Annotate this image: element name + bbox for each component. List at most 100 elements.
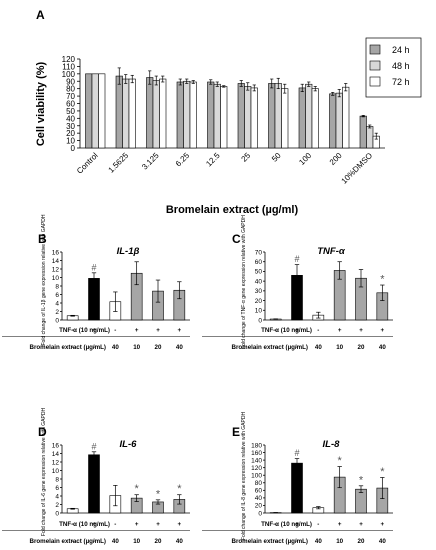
tick-label-y-c-7: 70 — [255, 249, 263, 256]
tnf-row-value-c-5: + — [381, 327, 385, 334]
legend-label-a-1: 48 h — [392, 61, 410, 71]
bromelain-row-value-b-1: - — [93, 344, 95, 351]
tick-label-y-b-1: 2 — [55, 309, 59, 316]
significance-marker-e-3: * — [338, 455, 343, 467]
bar-d-1 — [88, 454, 100, 514]
bar-a-1-4 — [213, 83, 221, 149]
tick-label-y-b-0: 0 — [55, 317, 59, 324]
tick-label-y-b-5: 10 — [52, 275, 60, 282]
bar-a-2-3 — [189, 81, 197, 149]
chart-title-b: IL-1β — [117, 246, 140, 257]
tick-label-y-c-2: 20 — [255, 298, 263, 305]
bar-a-0-1 — [115, 75, 123, 149]
tick-label-y-d-5: 10 — [52, 468, 60, 475]
tick-label-x-a-7: 100 — [297, 151, 313, 167]
axis-title-y-a: Cell viability (%) — [35, 61, 47, 146]
bar-a-1-5 — [244, 86, 252, 149]
bromelain-row-label-c: Bromelain extract (µg/mL) — [232, 344, 308, 351]
bromelain-row-label-e: Bromelain extract (µg/mL) — [232, 538, 308, 545]
tnf-row-value-d-0: - — [72, 521, 74, 528]
bromelain-row-value-c-1: - — [296, 344, 298, 351]
tnf-row-value-e-5: + — [381, 521, 385, 528]
tick-label-y-e-2: 40 — [255, 495, 263, 502]
tick-label-y-e-3: 60 — [255, 488, 263, 495]
tick-label-y-a-1: 10 — [66, 137, 75, 146]
tick-label-y-b-8: 16 — [52, 249, 60, 256]
bromelain-row-value-d-0: - — [72, 538, 74, 545]
bar-a-0-9 — [359, 115, 367, 149]
panel-label-b: B — [38, 232, 47, 246]
bar-a-1-8 — [335, 92, 343, 149]
tnf-row-value-b-3: + — [135, 327, 139, 334]
tnf-row-label-c: TNF-α (10 ng/mL) — [261, 327, 312, 334]
tick-label-y-b-7: 14 — [52, 258, 60, 265]
tick-label-y-d-8: 16 — [52, 442, 60, 449]
bar-a-2-4 — [220, 86, 228, 149]
bar-a-1-9 — [366, 126, 374, 149]
tick-label-y-d-7: 14 — [52, 451, 60, 458]
bar-e-1 — [291, 462, 303, 514]
bar-a-1-3 — [183, 80, 191, 149]
tnf-row-value-e-3: + — [338, 521, 342, 528]
tick-label-y-b-3: 6 — [55, 292, 59, 299]
tick-label-y-d-3: 6 — [55, 485, 59, 492]
panel-label-c: C — [232, 232, 241, 246]
legend-label-a-2: 72 h — [392, 77, 410, 87]
tick-label-y-c-3: 30 — [255, 288, 263, 295]
tnf-row-value-e-0: - — [275, 521, 277, 528]
tick-label-y-d-0: 0 — [55, 510, 59, 517]
bromelain-row-value-b-2: 40 — [112, 344, 119, 351]
significance-marker-d-4: * — [156, 488, 161, 500]
bar-a-0-0 — [85, 73, 93, 149]
panel-label-d: D — [38, 425, 47, 439]
bar-a-0-3 — [176, 81, 184, 149]
significance-marker-e-4: * — [359, 474, 364, 486]
tick-label-x-a-4: 12.5 — [204, 151, 222, 169]
tnf-row-value-c-0: - — [275, 327, 277, 334]
panel-label-a: A — [36, 8, 45, 22]
tick-label-y-a-3: 30 — [66, 122, 75, 131]
tnf-row-label-b: TNF-α (10 ng/mL) — [59, 327, 110, 334]
bar-a-0-8 — [329, 93, 337, 149]
bromelain-row-value-b-3: 10 — [133, 344, 140, 351]
bromelain-row-value-d-5: 40 — [176, 538, 183, 545]
bromelain-row-label-d: Bromelain extract (µg/mL) — [30, 538, 106, 545]
bromelain-row-value-e-4: 20 — [358, 538, 365, 545]
tnf-row-value-b-1: + — [92, 327, 96, 334]
bar-a-2-6 — [281, 88, 289, 149]
bar-a-1-1 — [122, 78, 130, 149]
bromelain-row-value-c-3: 10 — [336, 344, 343, 351]
axis-title-y-e: Fold change of IL-8 gene expression rela… — [241, 412, 247, 541]
tick-label-x-a-1: 1.5625 — [106, 151, 130, 175]
significance-marker-d-5: * — [177, 483, 182, 495]
legend-swatch-a-0 — [369, 44, 381, 55]
bromelain-row-value-e-0: - — [275, 538, 277, 545]
tick-label-y-d-6: 12 — [52, 459, 60, 466]
bar-a-2-0 — [98, 73, 106, 149]
bar-a-0-4 — [207, 81, 215, 149]
tick-label-y-a-8: 80 — [66, 85, 75, 94]
bromelain-row-value-b-5: 40 — [176, 344, 183, 351]
tick-label-y-e-9: 180 — [251, 442, 262, 449]
chart-title-e: IL-8 — [323, 439, 341, 450]
bromelain-row-value-c-2: 40 — [315, 344, 322, 351]
tnf-row-value-e-2: - — [317, 521, 319, 528]
axis-title-y-c: Fold change of TNF-α gene expression rel… — [241, 215, 247, 349]
tick-label-y-a-5: 50 — [66, 107, 75, 116]
bromelain-row-value-d-3: 10 — [133, 538, 140, 545]
bromelain-row-value-d-1: - — [93, 538, 95, 545]
tick-label-y-a-2: 20 — [66, 129, 75, 138]
legend-swatch-a-1 — [369, 60, 381, 71]
significance-marker-e-1: # — [294, 448, 299, 458]
tick-label-y-e-8: 160 — [251, 450, 262, 457]
significance-marker-c-5: * — [380, 274, 385, 286]
bar-a-0-2 — [146, 77, 154, 149]
bar-a-1-6 — [274, 83, 282, 149]
tnf-row-value-d-3: + — [135, 521, 139, 528]
bromelain-row-value-c-5: 40 — [379, 344, 386, 351]
tnf-row-label-e: TNF-α (10 ng/mL) — [261, 521, 312, 528]
tick-label-x-a-3: 6.25 — [174, 151, 192, 169]
tnf-row-value-c-4: + — [359, 327, 363, 334]
tick-label-x-a-9: 10%DMSO — [340, 151, 375, 186]
tnf-row-value-d-5: + — [178, 521, 182, 528]
